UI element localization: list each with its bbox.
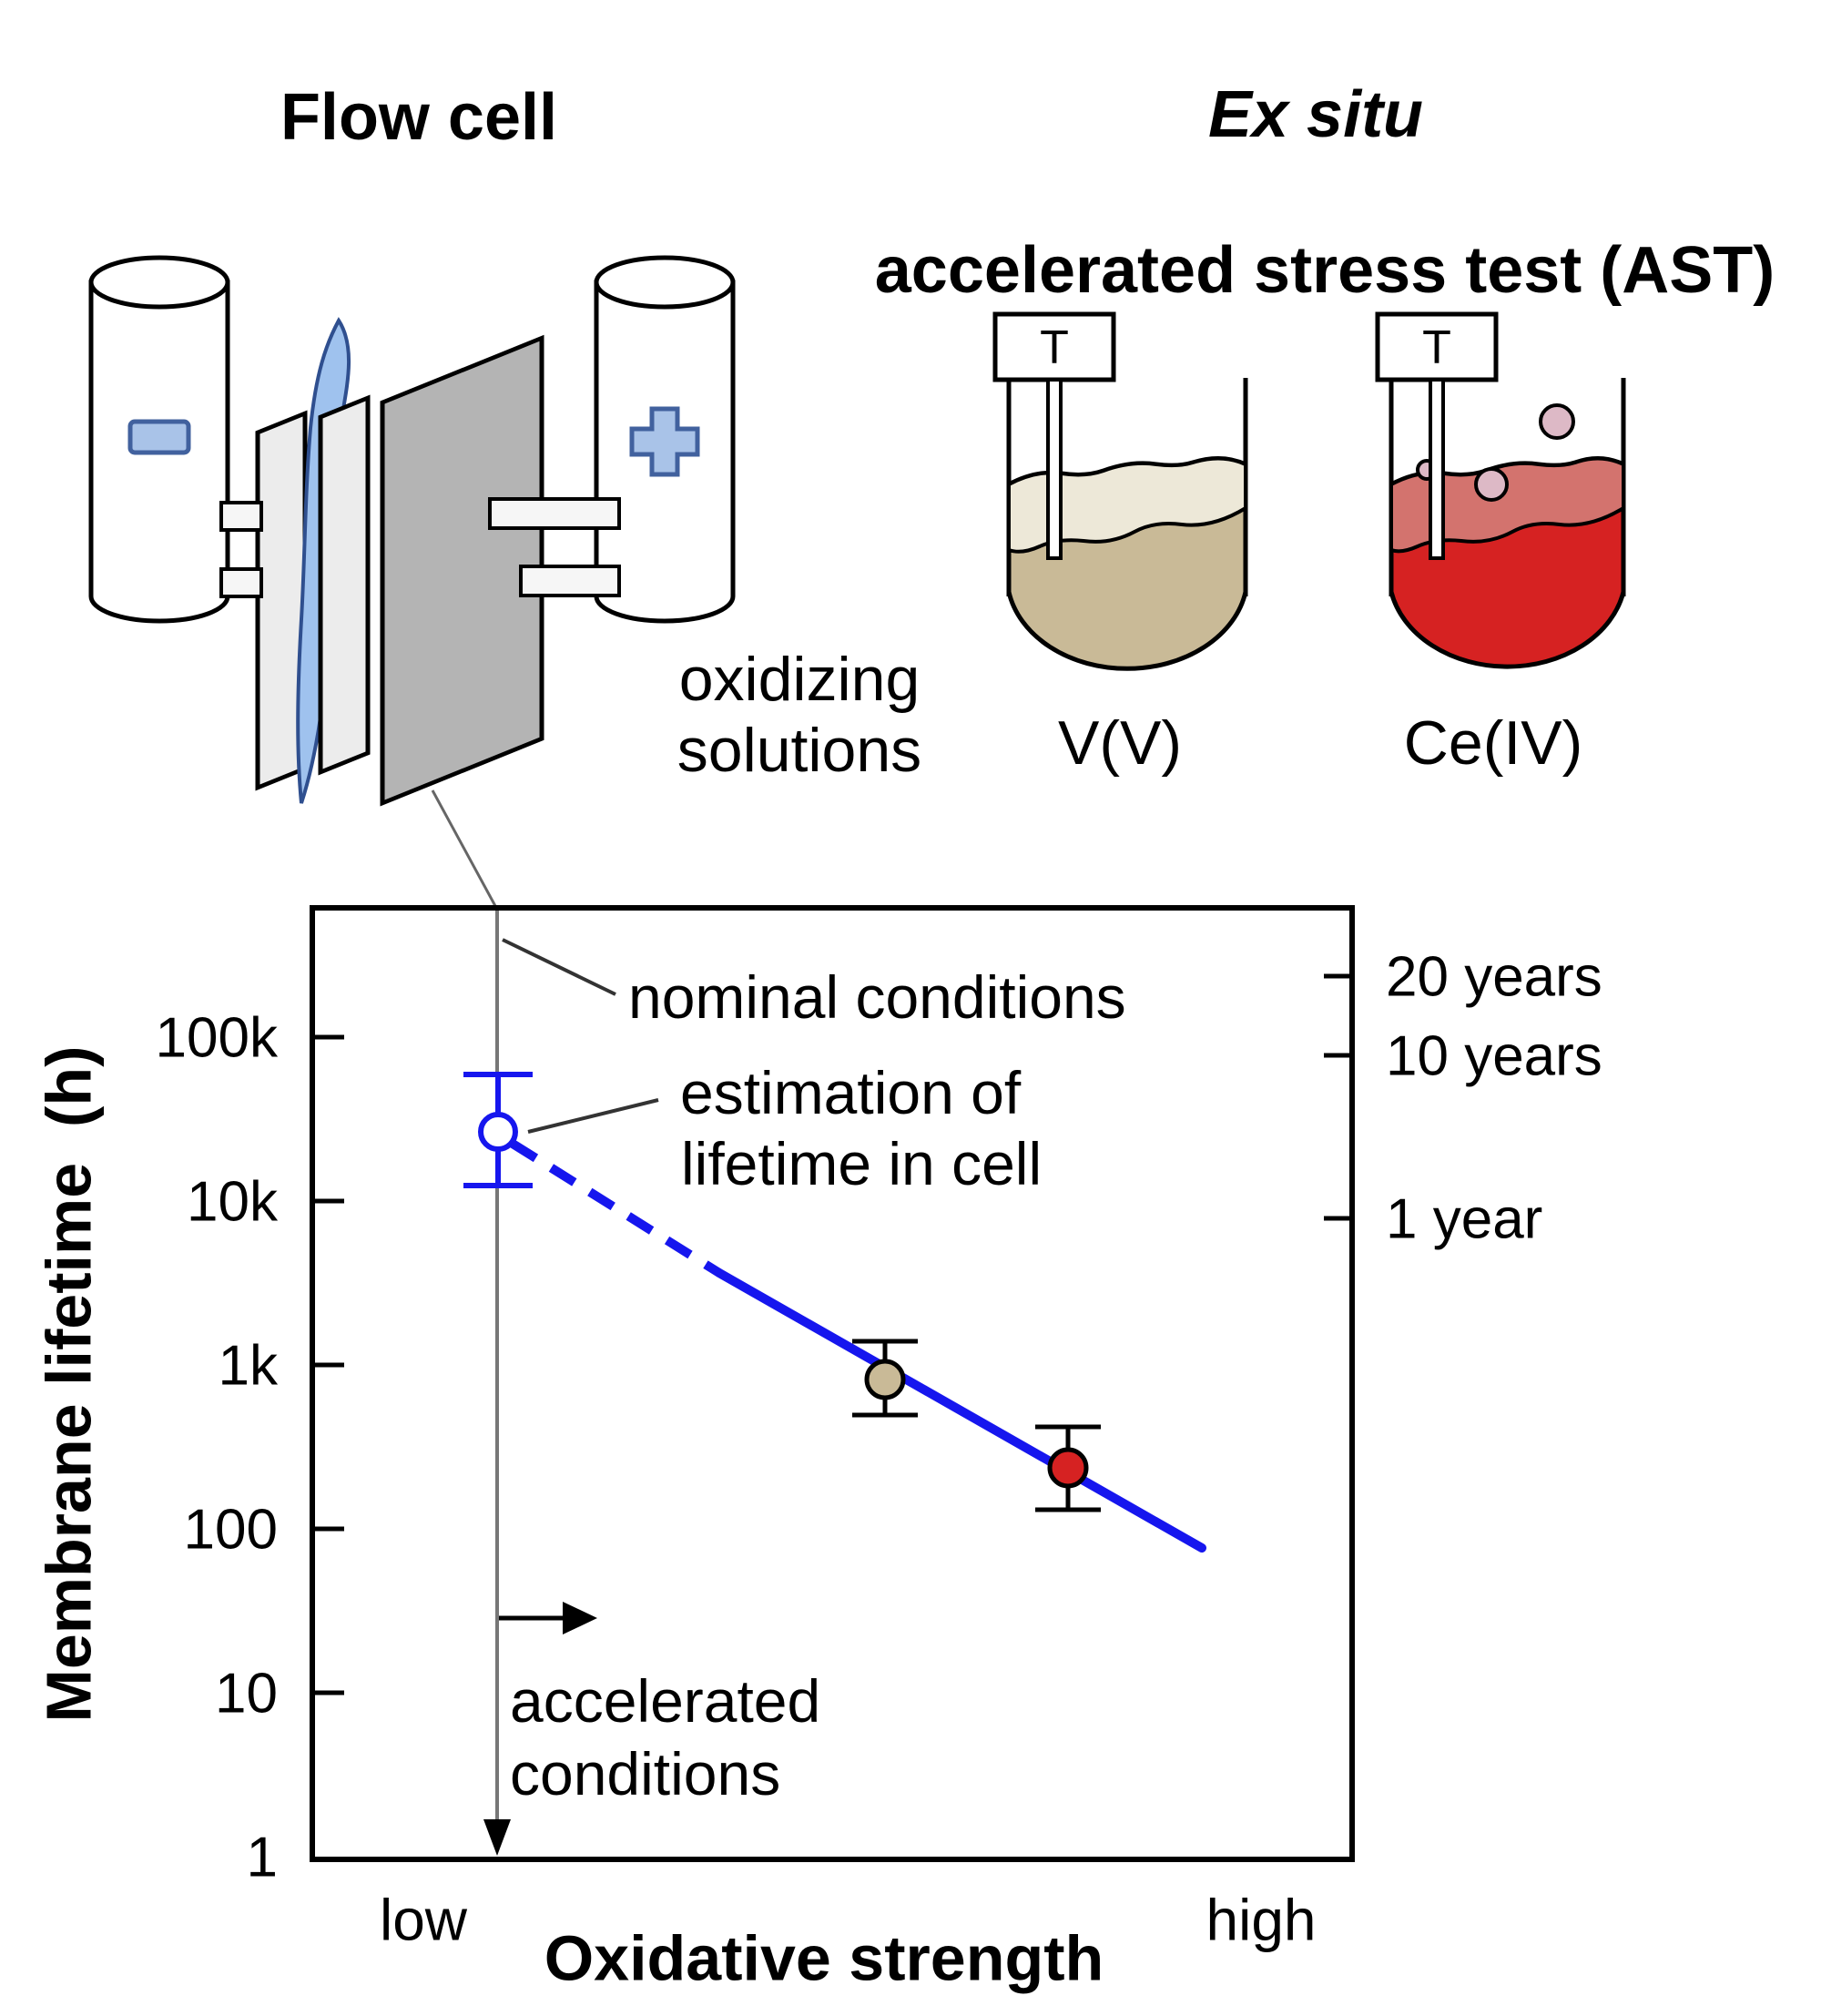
lifetime-chart: 100k 10k 1k 100 10 1 20 years 10 years 1…: [34, 905, 1602, 1994]
vv-marker: [864, 1359, 906, 1400]
pipe-right-upper: [488, 497, 621, 530]
estimation-point: [463, 1072, 533, 1188]
open-circle-marker: [478, 1112, 518, 1152]
y-axis-tick-labels: 100k 10k 1k 100 10 1: [156, 1007, 279, 1889]
right-axis-labels: 20 years 10 years 1 year: [1386, 946, 1602, 1251]
annotation-estimation-line1: estimation of: [680, 1059, 1022, 1126]
right-label-10-years: 10 years: [1386, 1025, 1602, 1088]
bubble-icon: [1474, 467, 1509, 502]
ytick-1k: 1k: [219, 1335, 279, 1398]
ytick-1: 1: [247, 1827, 278, 1889]
ast-title-line2: accelerated stress test (AST): [875, 234, 1775, 307]
annotation-nominal-conditions: nominal conditions: [628, 963, 1126, 1031]
right-label-20-years: 20 years: [1386, 946, 1602, 1009]
negative-terminal-icon: [127, 419, 191, 455]
plot-frame: [310, 905, 1355, 1862]
end-plate-gray: [380, 334, 544, 807]
beaker-vv-label: V(V): [1058, 708, 1182, 778]
trend-line: [510, 1139, 1206, 1553]
nominal-leader-line: [502, 938, 616, 996]
annotation-accelerated-line2: conditions: [510, 1740, 780, 1807]
cell-to-chart-leader-line: [431, 789, 497, 907]
thermometer-box-ce: [1375, 311, 1499, 382]
left-tank: [88, 255, 230, 624]
thermometer-icon: T: [1040, 321, 1069, 374]
x-high-label: high: [1206, 1887, 1317, 1952]
estimation-leader-line: [527, 1098, 659, 1134]
right-tank: [594, 255, 736, 624]
pipe-right-lower: [519, 565, 621, 597]
beaker-ce-label: Ce(IV): [1404, 708, 1582, 778]
flow-cell-title: Flow cell: [280, 81, 557, 154]
ce-marker: [1047, 1447, 1089, 1489]
y-axis-title: Membrane lifetime (h): [34, 1046, 105, 1723]
thermometer-stem: [1429, 378, 1445, 560]
accelerated-conditions-arrow: [499, 1602, 597, 1634]
oxidizing-solutions-label-line2: solutions: [677, 716, 921, 785]
ytick-10k: 10k: [187, 1171, 279, 1234]
pipe-left-upper: [219, 501, 263, 532]
beaker-ce: T Ce(IV): [1375, 311, 1626, 778]
thermometer-stem: [1046, 378, 1063, 560]
bubble-icon: [1539, 403, 1575, 440]
pipe-left-lower: [219, 567, 263, 598]
beaker-vv: T V(V): [992, 311, 1248, 778]
annotation-estimation-line2: lifetime in cell: [681, 1130, 1042, 1197]
flow-cell-illustration: Flow cell: [88, 81, 736, 907]
right-axis-ticks: [1324, 973, 1349, 1221]
right-arrow-icon: [563, 1602, 597, 1634]
oxidizing-solutions-label-line1: oxidizing: [679, 645, 921, 714]
x-axis-title: Oxidative strength: [544, 1923, 1104, 1994]
ast-title-line1: Ex situ: [1208, 78, 1423, 151]
nominal-conditions-guide-line: [483, 911, 511, 1856]
ast-illustration: Ex situ accelerated stress test (AST) T …: [677, 78, 1775, 785]
y-axis-ticks: [315, 1034, 344, 1695]
x-low-label: low: [380, 1887, 468, 1952]
ytick-100k: 100k: [156, 1007, 279, 1070]
electrode-plate-right: [318, 394, 371, 776]
vv-solution-surface: [1007, 456, 1247, 554]
down-arrow-icon: [483, 1819, 511, 1856]
right-label-1-year: 1 year: [1386, 1188, 1542, 1251]
thermometer-icon: T: [1422, 321, 1451, 374]
vv-data-point: [852, 1339, 918, 1418]
ce-data-point: [1035, 1424, 1101, 1512]
ytick-100: 100: [184, 1499, 278, 1562]
trend-line-solid: [715, 1268, 1206, 1553]
annotation-accelerated-line1: accelerated: [510, 1667, 820, 1735]
cell-stack: [219, 317, 621, 807]
trend-line-dashed: [510, 1139, 722, 1278]
ytick-10: 10: [215, 1663, 278, 1726]
positive-terminal-icon: [629, 406, 700, 477]
